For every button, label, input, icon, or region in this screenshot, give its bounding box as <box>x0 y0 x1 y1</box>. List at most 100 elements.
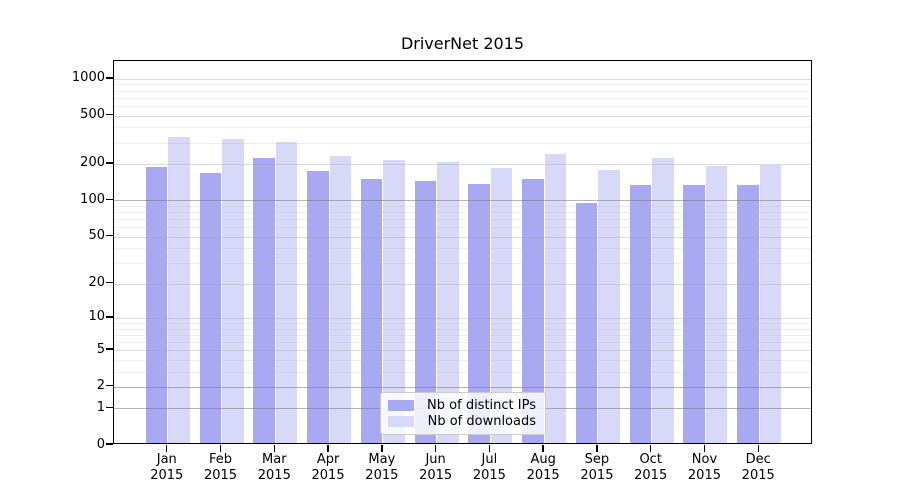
bar-sep-distinct-ips <box>575 203 598 443</box>
bar-feb-downloads <box>222 139 244 443</box>
y-tick-mark <box>106 162 113 164</box>
legend-item-distinct-ips: Nb of distinct IPs <box>388 398 536 413</box>
bar-nov-downloads <box>705 166 728 443</box>
x-tick-label: Nov 2015 <box>687 452 721 483</box>
minor-gridline <box>114 142 811 144</box>
bar-oct-downloads <box>652 157 674 443</box>
x-tick-label: Jun 2015 <box>419 452 453 483</box>
y-tick-label: 1 <box>96 399 105 415</box>
x-tick-mark <box>703 445 706 452</box>
legend-label-distinct-ips: Nb of distinct IPs <box>427 398 536 413</box>
x-tick-label: Apr 2015 <box>311 452 345 483</box>
bar-aug-distinct-ips <box>522 179 544 443</box>
y-tick-mark <box>106 316 113 318</box>
major-gridline <box>114 283 811 285</box>
major-gridline <box>114 350 811 352</box>
major-gridline <box>114 78 811 80</box>
x-tick-mark <box>381 445 383 452</box>
y-tick-mark <box>106 77 113 79</box>
x-tick-mark <box>219 445 222 452</box>
x-tick-mark <box>166 445 168 452</box>
x-tick-mark <box>434 445 437 452</box>
bar-nov-distinct-ips <box>683 184 705 443</box>
y-tick-label: 50 <box>88 228 105 244</box>
major-gridline <box>114 236 811 238</box>
bar-apr-downloads <box>329 156 352 443</box>
minor-gridline <box>114 105 811 107</box>
y-tick-label: 0 <box>96 436 105 452</box>
minor-gridline <box>114 334 811 336</box>
y-tick-mark <box>106 406 113 408</box>
y-tick-mark <box>106 443 113 445</box>
minor-gridline <box>114 341 811 343</box>
bar-jun-downloads <box>437 161 459 443</box>
legend-label-downloads: Nb of downloads <box>427 414 536 429</box>
bar-apr-distinct-ips <box>307 171 329 443</box>
plot-area: Nb of distinct IPs Nb of downloads <box>113 60 812 444</box>
chart-title: DriverNet 2015 <box>400 34 525 53</box>
bar-mar-distinct-ips <box>253 158 275 443</box>
major-gridline-strong <box>114 200 811 202</box>
bar-jul-distinct-ips <box>468 184 490 443</box>
minor-gridline <box>114 262 811 264</box>
major-gridline <box>114 317 811 319</box>
x-tick-mark <box>273 445 275 452</box>
y-tick-label: 1000 <box>71 70 105 86</box>
y-tick-mark <box>106 113 113 116</box>
y-tick-label: 10 <box>88 309 105 325</box>
legend: Nb of distinct IPs Nb of downloads <box>380 392 546 435</box>
minor-gridline <box>114 84 811 86</box>
y-tick-label: 5 <box>96 341 105 357</box>
x-tick-label: Mar 2015 <box>257 452 291 483</box>
minor-gridline <box>114 212 811 214</box>
bar-sep-downloads <box>598 169 620 443</box>
minor-gridline <box>114 90 811 92</box>
minor-gridline <box>114 248 811 250</box>
bar-feb-distinct-ips <box>199 173 222 443</box>
bar-dec-downloads <box>759 164 782 443</box>
x-tick-mark <box>596 445 598 452</box>
y-tick-mark <box>106 348 113 350</box>
minor-gridline <box>114 219 811 221</box>
x-tick-label: Sep 2015 <box>580 452 614 483</box>
x-tick-mark <box>542 445 544 452</box>
bar-mar-downloads <box>275 142 298 443</box>
major-gridline-strong <box>114 386 811 388</box>
bar-jun-distinct-ips <box>414 181 437 443</box>
bar-aug-downloads <box>544 154 567 443</box>
bar-dec-distinct-ips <box>737 185 759 443</box>
y-tick-label: 20 <box>88 275 105 291</box>
x-tick-label: Jan 2015 <box>150 452 184 483</box>
bar-jul-downloads <box>490 168 513 443</box>
x-tick-label: Aug 2015 <box>526 452 560 483</box>
minor-gridline <box>114 371 811 373</box>
minor-gridline <box>114 97 811 99</box>
major-gridline <box>114 115 811 117</box>
y-tick-mark <box>106 281 113 284</box>
minor-gridline <box>114 328 811 330</box>
x-tick-label: Dec 2015 <box>741 452 775 483</box>
x-tick-mark <box>757 445 759 452</box>
minor-gridline <box>114 127 811 129</box>
y-tick-mark <box>106 234 113 237</box>
x-tick-label: Feb 2015 <box>203 452 238 483</box>
legend-item-downloads: Nb of downloads <box>388 414 536 429</box>
x-tick-label: May 2015 <box>365 452 399 483</box>
x-tick-label: Oct 2015 <box>634 452 668 483</box>
bar-may-distinct-ips <box>360 178 383 443</box>
x-tick-mark <box>327 445 329 452</box>
bar-oct-distinct-ips <box>629 185 652 443</box>
y-tick-mark <box>106 198 113 201</box>
bar-may-downloads <box>383 160 405 443</box>
y-tick-mark <box>106 385 113 387</box>
bar-jan-distinct-ips <box>145 167 168 443</box>
y-tick-label: 2 <box>96 378 105 394</box>
major-gridline <box>114 163 811 165</box>
y-tick-label: 200 <box>80 155 105 171</box>
y-tick-label: 500 <box>80 107 105 122</box>
minor-gridline <box>114 227 811 229</box>
legend-swatch-downloads <box>388 416 414 427</box>
y-tick-label: 100 <box>80 191 105 207</box>
minor-gridline <box>114 205 811 207</box>
